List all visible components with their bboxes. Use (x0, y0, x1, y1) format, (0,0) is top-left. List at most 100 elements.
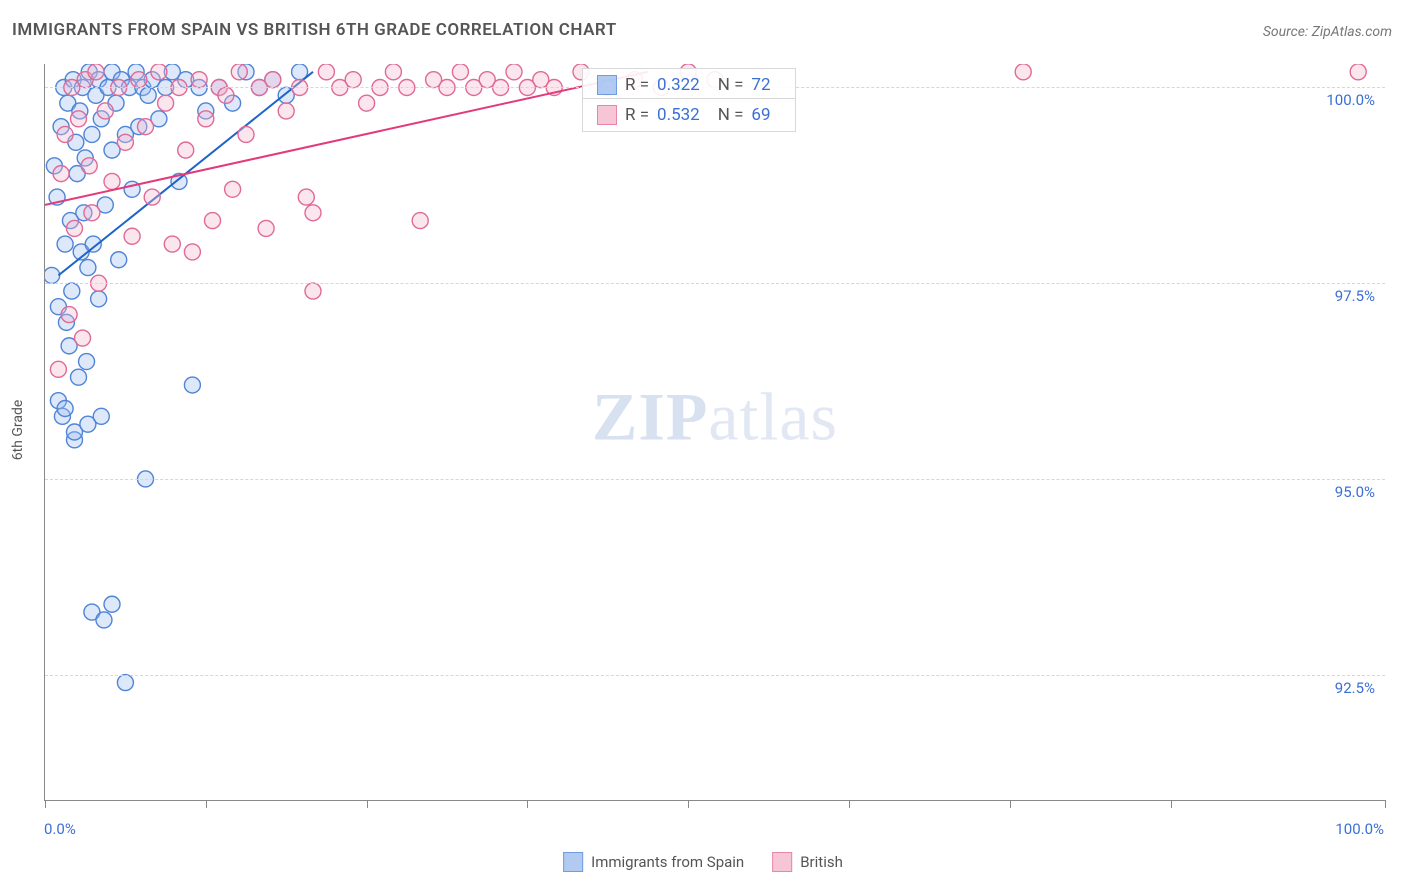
data-point-british (50, 361, 66, 377)
data-point-british (359, 95, 375, 111)
legend-swatch-british (772, 852, 792, 872)
data-point-british (164, 236, 180, 252)
data-point-spain (84, 126, 100, 142)
data-point-british (305, 283, 321, 299)
r-label: R = (625, 105, 649, 125)
data-point-british (131, 72, 147, 88)
x-tick (527, 800, 528, 808)
data-point-british (184, 244, 200, 260)
y-tick-label: 100.0% (1324, 91, 1377, 109)
data-point-spain (96, 612, 112, 628)
data-point-british (178, 142, 194, 158)
x-tick (1171, 800, 1172, 808)
data-point-spain (104, 596, 120, 612)
legend-swatch-spain (563, 852, 583, 872)
data-point-british (81, 158, 97, 174)
data-point-british (57, 126, 73, 142)
y-axis-label: 6th Grade (10, 400, 26, 461)
data-point-british (71, 111, 87, 127)
x-tick (367, 800, 368, 808)
data-point-british (117, 134, 133, 150)
scatter-plot-area: ZIPatlas 92.5%95.0%97.5%100.0%R = 0.322N… (44, 64, 1385, 801)
data-point-british (238, 126, 254, 142)
data-point-british (452, 64, 468, 80)
x-tick (1385, 800, 1386, 808)
data-point-spain (91, 291, 107, 307)
data-point-british (345, 72, 361, 88)
legend-label-british: British (800, 853, 843, 871)
data-point-spain (93, 408, 109, 424)
data-point-british (205, 213, 221, 229)
source-name: ZipAtlas.com (1312, 24, 1392, 40)
data-point-british (151, 64, 167, 80)
data-point-spain (57, 236, 73, 252)
gridline (45, 283, 1385, 284)
data-point-british (506, 64, 522, 80)
data-point-british (231, 64, 247, 80)
data-point-spain (79, 354, 95, 370)
n-value: 69 (751, 105, 770, 125)
data-point-spain (117, 675, 133, 691)
source-prefix: Source: (1263, 24, 1312, 40)
data-point-british (75, 330, 91, 346)
data-point-british (218, 87, 234, 103)
data-point-british (265, 72, 281, 88)
data-point-british (305, 205, 321, 221)
y-tick-label: 97.5% (1333, 287, 1377, 305)
data-point-spain (80, 260, 96, 276)
data-point-british (191, 72, 207, 88)
data-point-british (124, 228, 140, 244)
data-point-british (298, 189, 314, 205)
data-point-british (84, 205, 100, 221)
data-point-british (258, 220, 274, 236)
stats-box-british: R = 0.532N = 69 (582, 98, 796, 132)
x-tick (688, 800, 689, 808)
data-point-british (198, 111, 214, 127)
data-point-spain (111, 252, 127, 268)
x-tick (849, 800, 850, 808)
r-value: 0.322 (657, 75, 700, 95)
data-point-spain (71, 369, 87, 385)
plot-svg (45, 64, 1385, 800)
x-tick-label: 0.0% (44, 820, 76, 838)
bottom-legend: Immigrants from Spain British (563, 852, 843, 872)
legend-item-spain: Immigrants from Spain (563, 852, 744, 872)
data-point-british (66, 220, 82, 236)
gridline (45, 675, 1385, 676)
data-point-british (278, 103, 294, 119)
data-point-spain (57, 401, 73, 417)
data-point-spain (45, 267, 60, 283)
y-tick-label: 92.5% (1333, 679, 1377, 697)
data-point-spain (64, 283, 80, 299)
stats-box-spain: R = 0.322 N = 72 (582, 68, 796, 102)
legend-item-british: British (772, 852, 843, 872)
data-point-british (158, 95, 174, 111)
data-point-british (53, 166, 69, 182)
data-point-british (1350, 64, 1366, 80)
data-point-british (144, 189, 160, 205)
gridline (45, 479, 1385, 480)
r-value: 0.532 (657, 105, 700, 125)
data-point-spain (184, 377, 200, 393)
stats-swatch-spain (597, 75, 617, 95)
x-tick (1010, 800, 1011, 808)
source-attribution: Source: ZipAtlas.com (1263, 24, 1392, 40)
data-point-british (318, 64, 334, 80)
data-point-british (88, 64, 104, 80)
data-point-british (138, 119, 154, 135)
data-point-british (225, 181, 241, 197)
n-value: 72 (751, 75, 770, 95)
legend-label-spain: Immigrants from Spain (591, 853, 744, 871)
data-point-british (61, 307, 77, 323)
y-tick-label: 95.0% (1333, 483, 1377, 501)
data-point-spain (140, 87, 156, 103)
data-point-british (412, 213, 428, 229)
data-point-british (97, 103, 113, 119)
stats-swatch-british (597, 105, 617, 125)
r-label: R = (625, 75, 649, 95)
chart-title: IMMIGRANTS FROM SPAIN VS BRITISH 6TH GRA… (12, 20, 617, 40)
data-point-british (104, 173, 120, 189)
data-point-british (1015, 64, 1031, 80)
data-point-british (385, 64, 401, 80)
n-label: N = (718, 75, 744, 95)
